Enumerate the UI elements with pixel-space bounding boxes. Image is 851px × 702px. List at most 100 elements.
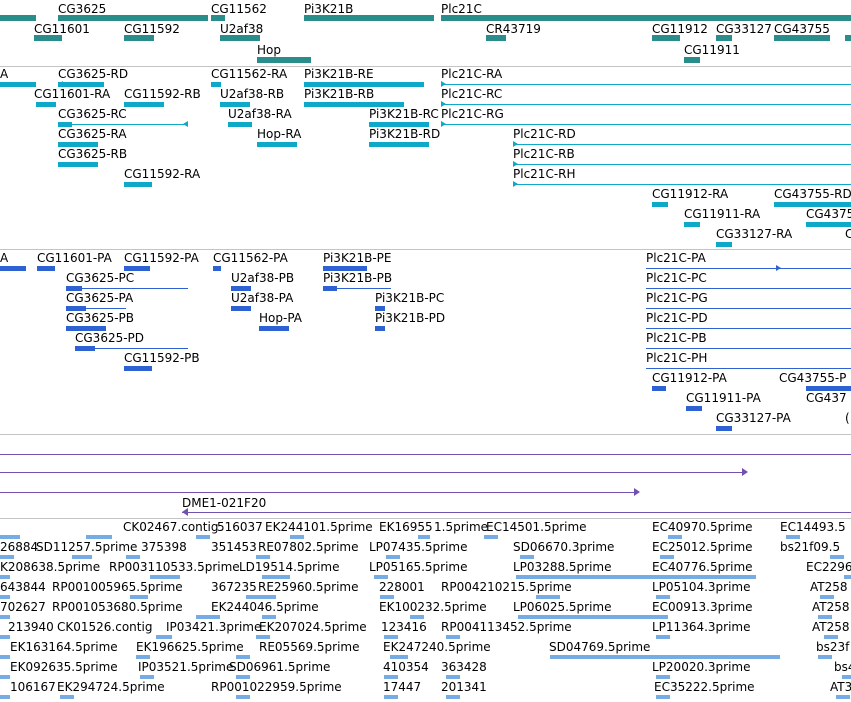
protein-feature[interactable] bbox=[646, 348, 851, 349]
protein-label[interactable]: CG3625-PA bbox=[66, 291, 134, 305]
est-feature[interactable] bbox=[290, 535, 304, 539]
gene-label[interactable]: Plc21C bbox=[441, 2, 482, 16]
est-label[interactable]: 351453 bbox=[211, 540, 257, 554]
transcript-feature[interactable] bbox=[684, 222, 700, 227]
est-label[interactable]: EC35222.5prime bbox=[654, 680, 755, 694]
est-label[interactable]: EC40970.5prime bbox=[652, 520, 753, 534]
transcript-label[interactable]: A bbox=[0, 67, 9, 81]
protein-feature[interactable] bbox=[86, 308, 126, 309]
protein-label[interactable]: Pi3K21B-PE bbox=[323, 251, 392, 265]
est-feature[interactable] bbox=[384, 695, 398, 699]
transcript-feature[interactable] bbox=[220, 102, 250, 107]
transcript-feature[interactable] bbox=[36, 102, 56, 107]
est-feature[interactable] bbox=[516, 575, 756, 579]
est-label[interactable]: AT258 bbox=[812, 600, 850, 614]
transcript-label[interactable]: CG3625-RB bbox=[58, 147, 128, 161]
transcript-label[interactable]: CG11912-RA bbox=[652, 187, 729, 201]
protein-feature[interactable] bbox=[66, 306, 86, 311]
est-label[interactable]: 123416 bbox=[381, 620, 427, 634]
est-label[interactable]: LP05104.3prime bbox=[652, 580, 751, 594]
gene-label[interactable]: CG11912 bbox=[652, 22, 708, 36]
protein-feature[interactable] bbox=[323, 286, 337, 291]
clone-feature[interactable] bbox=[0, 454, 851, 455]
protein-feature[interactable] bbox=[231, 286, 251, 291]
transcript-label[interactable]: Pi3K21B-RC bbox=[369, 107, 439, 121]
gene-feature[interactable] bbox=[684, 57, 700, 63]
transcript-feature[interactable] bbox=[652, 202, 668, 207]
est-label[interactable]: RE25960.5prime bbox=[258, 580, 359, 594]
gene-label[interactable]: CG3625 bbox=[58, 2, 107, 16]
est-label[interactable]: LP06025.5prime bbox=[513, 600, 612, 614]
transcript-feature[interactable] bbox=[716, 242, 732, 247]
protein-label[interactable]: CG11911-PA bbox=[686, 391, 761, 405]
gene-feature[interactable] bbox=[0, 15, 36, 21]
est-label[interactable]: 201341 bbox=[441, 680, 487, 694]
transcript-label[interactable]: Plc21C-RH bbox=[513, 167, 576, 181]
protein-feature[interactable] bbox=[375, 326, 385, 331]
transcript-feature[interactable] bbox=[58, 82, 104, 87]
est-label[interactable]: EC14493.5 bbox=[780, 520, 846, 534]
protein-label[interactable]: CG11601-PA bbox=[37, 251, 112, 265]
protein-label[interactable]: Pi3K21B-PB bbox=[323, 271, 393, 285]
est-feature[interactable] bbox=[656, 695, 670, 699]
gene-label[interactable]: CR43719 bbox=[486, 22, 541, 36]
est-feature[interactable] bbox=[374, 575, 388, 579]
est-label[interactable]: SD04769.5prime bbox=[549, 640, 651, 654]
est-feature[interactable] bbox=[0, 695, 10, 699]
protein-label[interactable]: CG11562-PA bbox=[213, 251, 288, 265]
transcript-label[interactable]: C bbox=[845, 227, 851, 241]
transcript-feature[interactable] bbox=[58, 142, 98, 147]
est-feature[interactable] bbox=[818, 615, 832, 619]
protein-feature[interactable] bbox=[75, 346, 95, 351]
gene-feature[interactable] bbox=[220, 35, 260, 41]
protein-label[interactable]: Plc21C-PA bbox=[646, 251, 706, 265]
est-label[interactable]: CK01526.contig bbox=[57, 620, 153, 634]
est-feature[interactable] bbox=[446, 675, 460, 679]
transcript-label[interactable]: Hop-RA bbox=[257, 127, 302, 141]
est-feature[interactable] bbox=[196, 615, 220, 619]
est-label[interactable]: EK16955 bbox=[379, 520, 433, 534]
est-feature[interactable] bbox=[86, 535, 112, 539]
transcript-feature[interactable] bbox=[513, 184, 851, 185]
est-feature[interactable] bbox=[380, 595, 394, 599]
transcript-label[interactable]: Plc21C-RD bbox=[513, 127, 576, 141]
gene-feature[interactable] bbox=[257, 57, 311, 63]
est-label[interactable]: 367235 bbox=[211, 580, 257, 594]
protein-feature[interactable] bbox=[259, 326, 289, 331]
protein-label[interactable]: Plc21C-PC bbox=[646, 271, 707, 285]
est-label[interactable]: IP03421.3prime bbox=[166, 620, 262, 634]
est-label[interactable]: LP03288.5prime bbox=[513, 560, 612, 574]
est-label[interactable]: SD06670.3prime bbox=[513, 540, 615, 554]
protein-label[interactable]: U2af38-PB bbox=[231, 271, 295, 285]
gene-feature[interactable] bbox=[58, 15, 208, 21]
transcript-label[interactable]: CG3625-RA bbox=[58, 127, 127, 141]
est-feature[interactable] bbox=[156, 635, 172, 639]
transcript-feature[interactable] bbox=[0, 82, 36, 87]
est-feature[interactable] bbox=[842, 675, 851, 679]
est-feature[interactable] bbox=[130, 595, 148, 599]
gene-label[interactable]: U2af38 bbox=[220, 22, 264, 36]
est-feature[interactable] bbox=[656, 635, 670, 639]
protein-label[interactable]: Pi3K21B-PD bbox=[375, 311, 446, 325]
gene-feature[interactable] bbox=[441, 15, 851, 21]
est-label[interactable]: AT3 bbox=[830, 680, 851, 694]
est-feature[interactable] bbox=[0, 655, 10, 659]
est-feature[interactable] bbox=[836, 695, 850, 699]
est-feature[interactable] bbox=[410, 615, 424, 619]
gene-label[interactable]: CG11911 bbox=[684, 43, 740, 57]
est-label[interactable]: IP03521.5prime bbox=[138, 660, 234, 674]
est-feature[interactable] bbox=[136, 655, 150, 659]
transcript-feature[interactable] bbox=[72, 124, 188, 125]
protein-label[interactable]: Plc21C-PB bbox=[646, 331, 707, 345]
transcript-feature[interactable] bbox=[774, 202, 851, 207]
protein-feature[interactable] bbox=[0, 266, 26, 271]
transcript-feature[interactable] bbox=[441, 84, 851, 85]
est-label[interactable]: RP004113452.5prime bbox=[441, 620, 572, 634]
transcript-feature[interactable] bbox=[304, 82, 424, 87]
protein-feature[interactable] bbox=[82, 288, 188, 289]
est-feature[interactable] bbox=[0, 675, 10, 679]
transcript-feature[interactable] bbox=[513, 164, 851, 165]
gene-feature[interactable] bbox=[34, 35, 62, 41]
protein-feature[interactable] bbox=[95, 348, 188, 349]
gene-feature[interactable] bbox=[845, 35, 851, 41]
